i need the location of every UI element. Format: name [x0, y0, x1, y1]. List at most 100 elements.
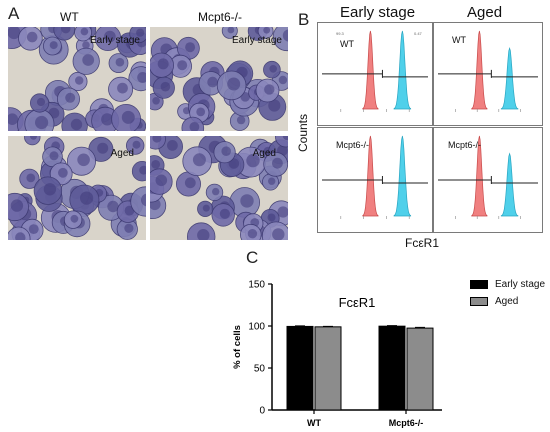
error-bar: [295, 325, 305, 327]
cell-nucleus: [104, 30, 116, 43]
micrograph-label: Aged: [252, 148, 276, 159]
legend-label: Early stage: [495, 279, 546, 290]
cell-nucleus: [268, 177, 276, 185]
cell-nucleus: [227, 77, 241, 91]
cell-nucleus: [267, 213, 276, 222]
panel-c-letter: C: [246, 248, 259, 267]
cell-nucleus: [70, 214, 79, 223]
bar: [406, 327, 434, 411]
cell-nucleus: [35, 115, 49, 130]
cell-nucleus: [77, 153, 90, 167]
cell-nucleus: [197, 229, 210, 240]
flow-panel-label: WT: [340, 39, 354, 49]
cell-nucleus: [272, 157, 283, 169]
bar: [378, 325, 406, 411]
cell-nucleus: [58, 167, 68, 178]
cell-nucleus: [141, 193, 146, 207]
cell-nucleus: [124, 223, 134, 233]
panel-b-letter: B: [298, 10, 310, 29]
y-tick-label: 50: [254, 364, 266, 375]
cell-nucleus: [82, 54, 95, 66]
y-tick-label: 150: [248, 280, 265, 291]
flow-x-axis-title: FcεR1: [405, 236, 440, 250]
cell-nucleus: [101, 113, 114, 126]
panel-a-header-mcpt6: Mcpt6-/-: [198, 10, 243, 24]
histogram: [438, 135, 538, 219]
flow-panel-label: Mcpt6-/-: [448, 140, 482, 150]
legend-item-early: Early stage: [470, 279, 545, 290]
histogram: [438, 30, 538, 112]
cell-nucleus: [264, 84, 275, 95]
cell-image: [8, 136, 146, 240]
cell-nucleus: [221, 146, 231, 156]
cell-nucleus: [189, 122, 200, 131]
cell-nucleus: [15, 232, 26, 240]
stained-peak: [393, 135, 412, 217]
cell-nucleus: [202, 204, 210, 212]
cell-nucleus: [269, 65, 277, 73]
bar-chart: 0 50 100 150 % of cells WT Mcpt6-/- FcεR1: [232, 280, 442, 428]
histogram: [322, 135, 428, 219]
cell-nucleus: [115, 57, 125, 67]
y-tick-label: 0: [259, 406, 265, 417]
cell-nucleus: [192, 153, 206, 167]
legend-swatch: [470, 280, 488, 289]
control-peak: [471, 30, 488, 110]
control-peak: [471, 135, 488, 217]
cell-nucleus: [160, 81, 171, 92]
stained-peak: [393, 30, 412, 110]
cell-nucleus: [247, 229, 258, 239]
y-axis-label: % of cells: [232, 325, 243, 369]
cell-nucleus: [8, 113, 19, 125]
gate-line: [322, 69, 428, 78]
legend-label: Aged: [495, 296, 519, 307]
error-bar: [323, 325, 333, 327]
cell-nucleus: [26, 31, 38, 43]
stained-peak: [500, 152, 519, 217]
legend-swatch: [470, 297, 488, 306]
cell-nucleus: [26, 173, 36, 183]
panel-b-header-aged: Aged: [467, 4, 503, 21]
cell-nucleus: [121, 110, 135, 124]
micrograph-label: Aged: [110, 148, 134, 159]
cell-nucleus: [240, 194, 254, 208]
cell-nucleus: [132, 140, 141, 149]
flow-panel-wt-aged: WT: [433, 22, 543, 126]
cell-nucleus: [184, 177, 196, 189]
cell-nucleus: [117, 82, 128, 94]
panel-a-header-wt: WT: [60, 10, 79, 24]
control-peak: [362, 30, 379, 110]
micrograph-wt-early: Early stage: [8, 27, 146, 131]
legend-item-aged: Aged: [470, 296, 518, 307]
cell-nucleus: [80, 191, 94, 205]
cell-nucleus: [80, 27, 89, 36]
gate-line: [438, 176, 538, 184]
cell-nucleus: [139, 165, 146, 175]
cell-nucleus: [82, 41, 90, 49]
cell-nucleus: [272, 228, 285, 240]
cell-nucleus: [70, 118, 83, 131]
cell-image: [8, 27, 146, 131]
error-bar: [387, 325, 397, 327]
cell-nucleus: [49, 41, 58, 50]
micrograph-wt-aged: Aged: [8, 136, 146, 240]
micrograph-mcpt6-early: Early stage: [150, 27, 288, 131]
cell-image: [150, 136, 288, 240]
micrograph-mcpt6-aged: Aged: [150, 136, 288, 240]
cell-nucleus: [219, 208, 230, 219]
micrograph-label: Early stage: [231, 35, 282, 46]
cell-nucleus: [227, 27, 235, 34]
cell-nucleus: [167, 140, 178, 151]
error-bar: [415, 326, 425, 329]
gate-line: [438, 69, 538, 78]
cell-nucleus: [155, 174, 168, 187]
cell-nucleus: [107, 200, 119, 213]
cell-nucleus: [30, 136, 37, 140]
cell-nucleus: [49, 151, 59, 161]
histogram: [322, 30, 428, 112]
cell-nucleus: [137, 72, 146, 83]
cell-nucleus: [185, 42, 196, 53]
bar: [314, 326, 342, 411]
cell-nucleus: [28, 224, 39, 234]
cell-nucleus: [152, 136, 162, 143]
